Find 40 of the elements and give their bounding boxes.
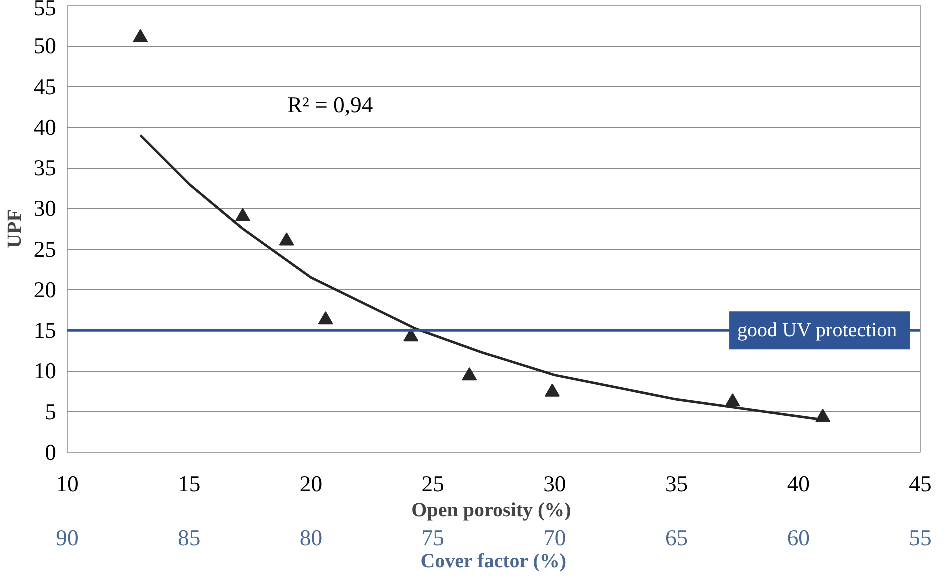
y-tick-label: 55 (34, 0, 56, 20)
x-tick-label: 45 (909, 472, 932, 496)
y-tick-label: 45 (34, 74, 56, 100)
y-tick-label: 15 (34, 318, 56, 344)
point (404, 328, 419, 342)
x2-tick-label: 70 (544, 526, 566, 550)
y-tick-label: 50 (34, 34, 56, 59)
y-tick-label: 40 (34, 114, 56, 140)
point (544, 384, 560, 397)
x2-tick-label: 80 (300, 526, 323, 550)
y-tick-label: 30 (34, 196, 56, 222)
x2-tick-label: 60 (787, 526, 810, 550)
x-tick-label: 25 (422, 472, 444, 496)
x2-tick-label: 55 (909, 526, 932, 550)
annotation: R² = 0,94 (288, 92, 374, 118)
point (318, 311, 334, 325)
x-tick-label: 40 (787, 472, 810, 496)
x2-tick-label: 85 (178, 526, 201, 550)
x2-tick-label: 90 (56, 526, 79, 550)
x2-tick-label: 75 (422, 526, 444, 550)
x-axis-title: Open porosity (%) (412, 500, 572, 522)
point (725, 394, 740, 407)
x-tick-label: 35 (665, 472, 688, 496)
point (235, 208, 250, 222)
y-tick-label: 35 (34, 156, 56, 181)
y-tick-label: 20 (34, 277, 56, 302)
x-tick-label: 15 (178, 472, 201, 496)
y-tick-label: 5 (45, 399, 56, 424)
x-tick-label: 30 (544, 472, 566, 496)
ref-line-label: good UV protection (738, 320, 898, 342)
point (279, 232, 294, 246)
y-tick-label: 10 (34, 358, 56, 384)
y-axis-title: UPF (4, 210, 26, 248)
x2-axis-title: Cover factor (%) (420, 550, 567, 572)
x-tick-label: 20 (300, 472, 323, 496)
y-tick-label: 0 (45, 440, 56, 465)
point (133, 29, 148, 43)
y-tick-label: 25 (34, 236, 56, 262)
x2-tick-label: 65 (665, 526, 688, 550)
point (462, 368, 478, 381)
